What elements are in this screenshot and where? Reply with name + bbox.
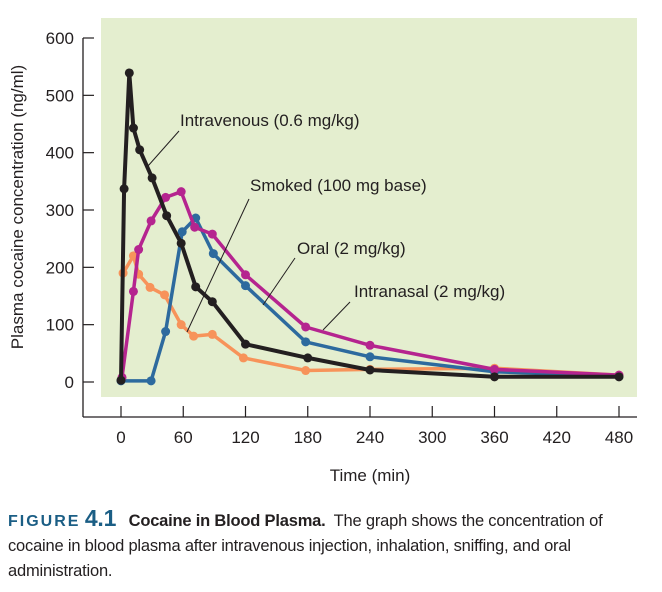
data-point-oral <box>208 249 218 259</box>
data-point-intranasal <box>161 192 171 202</box>
x-tick-label: 240 <box>356 428 384 447</box>
y-axis-title: Plasma cocaine concentration (ng/ml) <box>8 65 27 349</box>
y-tick-label: 0 <box>65 373 74 392</box>
x-tick-label: 0 <box>116 428 125 447</box>
data-point-intranasal <box>207 229 217 239</box>
plot-background <box>101 18 637 397</box>
y-tick-label: 200 <box>46 258 74 277</box>
data-point-intranasal <box>190 222 200 232</box>
y-tick-label: 500 <box>46 86 74 105</box>
annotation-intravenous: Intravenous (0.6 mg/kg) <box>180 111 360 130</box>
data-point-smoked <box>238 353 248 363</box>
data-point-intravenous <box>303 353 313 363</box>
data-point-oral <box>241 281 250 291</box>
annotation-intranasal: Intranasal (2 mg/kg) <box>354 282 505 301</box>
data-point-smoked <box>207 329 217 339</box>
annotation-oral: Oral (2 mg/kg) <box>297 239 406 258</box>
figure-caption: FIGURE 4.1 Cocaine in Blood Plasma. The … <box>8 506 658 584</box>
x-tick-label: 120 <box>231 428 259 447</box>
cocaine-plasma-chart: 0 100 200 300 400 500 600 0 60 120 180 240 300 360 42… <box>8 18 637 485</box>
data-point-intranasal <box>128 286 138 296</box>
data-point-smoked <box>128 251 138 261</box>
data-point-intravenous <box>614 372 624 382</box>
y-ticks: 0 100 200 300 400 500 600 <box>46 29 94 392</box>
data-point-intravenous <box>128 123 138 133</box>
x-tick-label: 180 <box>294 428 322 447</box>
data-point-intravenous <box>207 297 217 307</box>
data-point-intravenous <box>365 365 375 375</box>
data-point-oral <box>146 376 156 386</box>
data-point-smoked <box>301 366 311 376</box>
data-point-intravenous <box>162 211 172 221</box>
annotation-leaders <box>147 130 351 333</box>
x-tick-label: 60 <box>174 428 193 447</box>
data-point-smoked <box>189 331 199 341</box>
leader-line-oral <box>262 257 296 306</box>
x-tick-label: 480 <box>605 428 633 447</box>
data-point-intravenous <box>124 68 134 78</box>
figure-number: 4.1 <box>84 505 117 531</box>
data-point-intranasal <box>365 340 375 350</box>
data-point-oral <box>161 327 171 337</box>
y-tick-label: 300 <box>46 201 74 220</box>
x-tick-label: 420 <box>543 428 571 447</box>
figure-description: The graph shows the concentration of coc… <box>8 512 603 580</box>
leader-line-intravenous <box>147 130 180 167</box>
data-point-intravenous <box>135 145 145 155</box>
figure-label: FIGURE <box>8 513 81 530</box>
data-point-intravenous <box>191 282 201 292</box>
data-point-intravenous <box>176 238 186 248</box>
data-point-oral <box>301 337 311 347</box>
data-point-intranasal <box>176 187 186 197</box>
y-tick-label: 600 <box>46 29 74 48</box>
data-point-intravenous <box>147 173 157 183</box>
data-point-oral <box>365 352 375 362</box>
y-tick-label: 100 <box>46 316 74 335</box>
data-point-intravenous <box>116 375 126 385</box>
data-point-intravenous <box>241 339 250 349</box>
data-point-intranasal <box>301 322 311 332</box>
leader-line-smoked <box>186 198 250 333</box>
series-group <box>116 68 624 386</box>
annotation-smoked: Smoked (100 mg base) <box>250 176 427 195</box>
data-point-smoked <box>145 282 155 292</box>
data-point-oral <box>177 227 187 237</box>
data-point-intranasal <box>146 216 156 226</box>
data-point-intravenous <box>490 372 499 382</box>
x-tick-label: 300 <box>418 428 446 447</box>
x-axis-title: Time (min) <box>330 466 411 485</box>
data-point-intranasal <box>490 364 499 374</box>
data-point-intranasal <box>241 270 250 280</box>
x-tick-label: 360 <box>480 428 508 447</box>
data-point-intranasal <box>134 245 144 255</box>
data-point-intravenous <box>119 184 129 194</box>
data-point-smoked <box>160 290 170 300</box>
x-ticks: 0 60 120 180 240 300 360 420 480 <box>116 406 633 447</box>
leader-line-intranasal <box>322 301 351 331</box>
figure-title: Cocaine in Blood Plasma. <box>128 512 326 530</box>
data-point-smoked <box>176 320 186 330</box>
series-intravenous <box>116 68 624 385</box>
y-tick-label: 400 <box>46 144 74 163</box>
